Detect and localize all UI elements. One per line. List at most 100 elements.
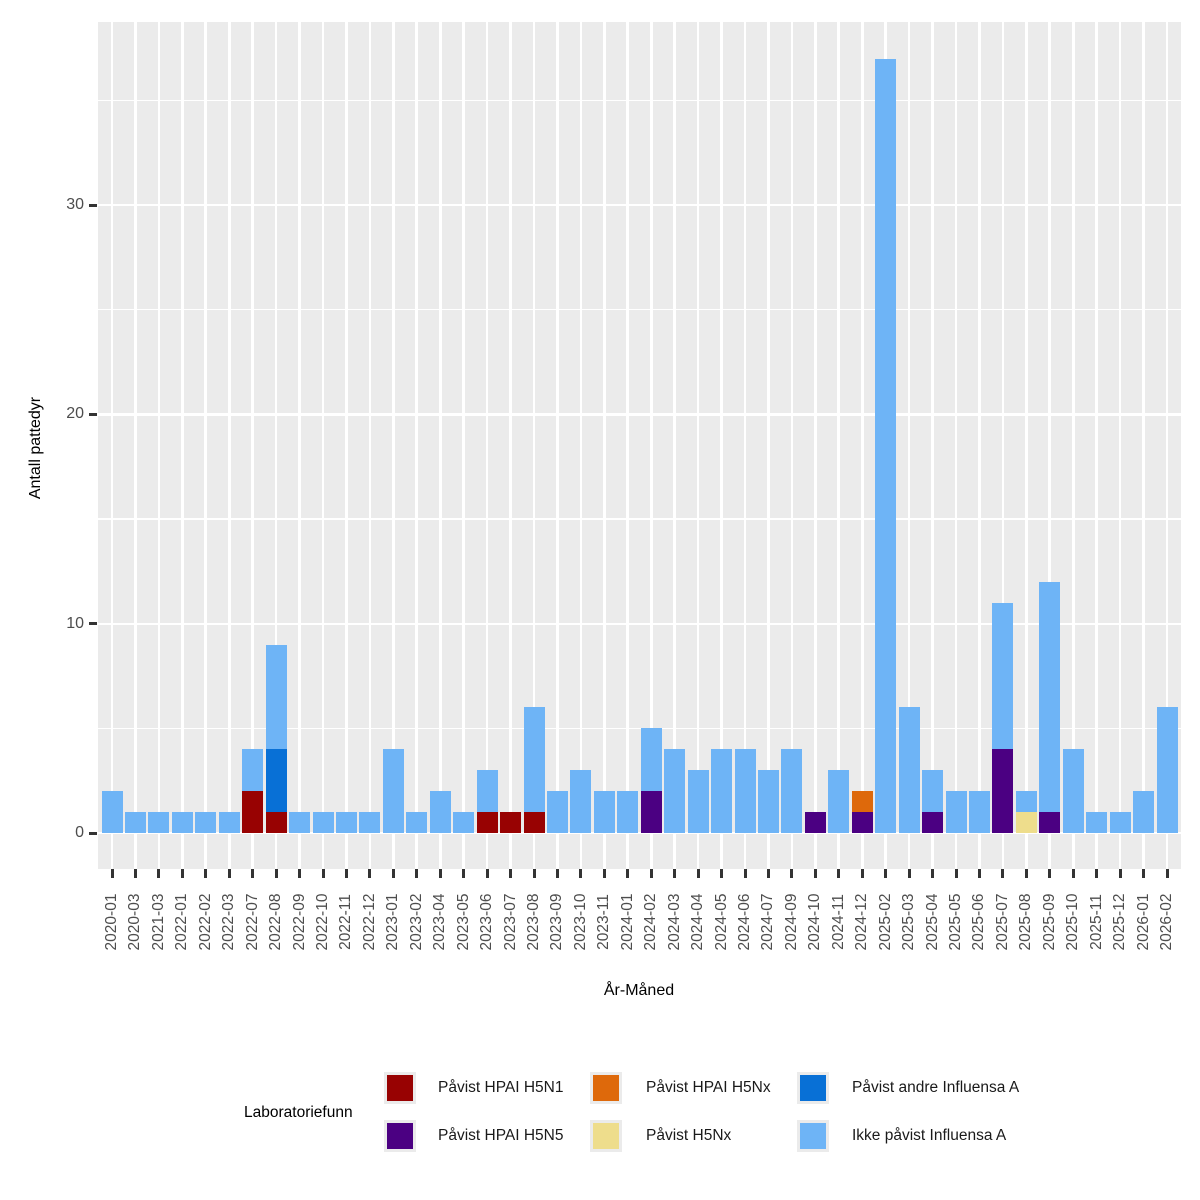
x-tick <box>1024 869 1028 878</box>
bar-segment-ikke <box>992 602 1014 750</box>
gridline-vertical <box>579 22 583 869</box>
gridline-vertical <box>509 22 512 869</box>
x-tick-label: 2025-09 <box>1040 893 1058 951</box>
bar-segment-h5n1 <box>476 812 498 833</box>
bar-segment-ikke <box>453 812 475 833</box>
x-tick-label: 2023-05 <box>454 893 472 951</box>
bar-segment-ikke <box>945 791 967 833</box>
x-tick-label: 2025-03 <box>900 893 918 951</box>
bar-segment-ikke <box>734 749 756 833</box>
bar-segment-ikke <box>593 791 615 833</box>
x-tick <box>931 869 935 878</box>
x-axis-title: År-Måned <box>603 982 675 999</box>
bar-segment-ikke <box>312 812 334 833</box>
x-tick <box>227 869 231 878</box>
gridline-major <box>98 203 1181 207</box>
bar-segment-h5nx <box>1015 812 1037 833</box>
x-tick-label: 2024-02 <box>642 893 660 951</box>
x-tick-label: 2022-08 <box>267 893 285 951</box>
x-tick-label: 2026-02 <box>1158 893 1175 951</box>
gridline-major <box>98 831 1181 835</box>
x-tick-label: 2025-06 <box>970 893 988 951</box>
x-tick-label: 2022-09 <box>290 893 308 951</box>
x-tick <box>391 869 395 878</box>
bar-segment-h5n5 <box>922 812 944 833</box>
x-tick <box>462 869 466 878</box>
x-tick-label: 2025-08 <box>1017 893 1035 951</box>
x-tick-label: 2024-03 <box>665 893 683 951</box>
x-tick-label: 2024-07 <box>759 893 777 951</box>
x-tick <box>485 869 489 878</box>
x-tick-label: 2024-10 <box>806 893 824 951</box>
gridline-vertical <box>837 22 841 869</box>
bar-segment-ikke <box>898 707 920 833</box>
gridline-vertical <box>180 22 184 869</box>
gridline-vertical <box>790 22 794 869</box>
bar-segment-ikke <box>1039 581 1061 813</box>
x-tick <box>133 869 137 878</box>
gridline-vertical <box>602 22 606 869</box>
x-tick-label: 2023-06 <box>478 893 496 951</box>
gridline-vertical <box>954 22 958 869</box>
y-tick <box>89 622 97 626</box>
x-tick-label: 2023-07 <box>501 893 519 951</box>
x-tick <box>555 869 559 878</box>
bar-segment-ikke <box>922 770 944 813</box>
legend-key-h5n1 <box>384 1072 416 1104</box>
y-tick-label: 0 <box>75 824 84 841</box>
x-tick <box>344 869 348 878</box>
legend-swatch-hpai_h5nx <box>593 1075 619 1101</box>
x-tick-label: 2022-12 <box>360 893 378 951</box>
x-tick <box>884 869 888 878</box>
bar-segment-ikke <box>148 812 170 833</box>
bar-segment-andre <box>265 749 287 813</box>
x-tick <box>649 869 653 878</box>
legend-key-h5n5 <box>384 1120 416 1152</box>
x-tick-label: 2023-04 <box>431 893 449 951</box>
x-tick <box>743 869 747 878</box>
gridline-vertical <box>556 22 559 869</box>
bar-segment-ikke <box>875 58 897 833</box>
gridline-vertical <box>1001 22 1005 869</box>
x-tick <box>180 869 184 878</box>
bar-segment-ikke <box>1156 707 1178 833</box>
gridline-vertical <box>134 22 137 869</box>
bar-segment-ikke <box>124 812 146 833</box>
gridline-vertical <box>391 22 395 869</box>
bar-segment-h5n5 <box>1039 812 1061 833</box>
legend-title: Laboratoriefunn <box>244 1104 353 1121</box>
x-tick <box>579 869 583 878</box>
bar-segment-ikke <box>476 770 498 813</box>
legend-label-h5n1: Påvist HPAI H5N1 <box>438 1079 564 1096</box>
gridline-vertical <box>626 22 630 869</box>
bar-segment-h5n5 <box>992 749 1014 833</box>
legend-key-h5nx <box>590 1120 622 1152</box>
x-tick-label: 2022-01 <box>173 893 191 951</box>
gridline-vertical <box>649 22 653 869</box>
x-tick <box>673 869 677 878</box>
gridline-vertical <box>1048 22 1052 869</box>
gridline-vertical <box>978 22 981 869</box>
x-tick-label: 2020-03 <box>126 893 144 951</box>
gridline-vertical <box>227 22 231 869</box>
bar-segment-ikke <box>687 770 709 833</box>
x-tick <box>274 869 278 878</box>
x-tick <box>626 869 630 878</box>
legend-label-andre: Påvist andre Influensa A <box>852 1079 1020 1096</box>
y-tick-label: 20 <box>66 405 84 423</box>
x-tick-label: 2022-03 <box>220 893 238 951</box>
x-tick <box>790 869 794 878</box>
x-tick <box>907 869 911 878</box>
bar-segment-ikke <box>359 812 381 833</box>
gridline-vertical <box>204 22 208 869</box>
bar-segment-ikke <box>242 749 264 792</box>
bar-segment-ikke <box>640 728 662 792</box>
y-tick <box>89 203 97 207</box>
bar-segment-ikke <box>570 770 592 833</box>
x-tick <box>438 869 442 878</box>
x-tick-label: 2024-12 <box>853 893 871 951</box>
x-tick-label: 2021-03 <box>149 893 167 951</box>
x-tick-label: 2023-09 <box>548 893 566 951</box>
y-axis-title: Antall pattedyr <box>27 396 44 500</box>
x-tick <box>509 869 513 878</box>
